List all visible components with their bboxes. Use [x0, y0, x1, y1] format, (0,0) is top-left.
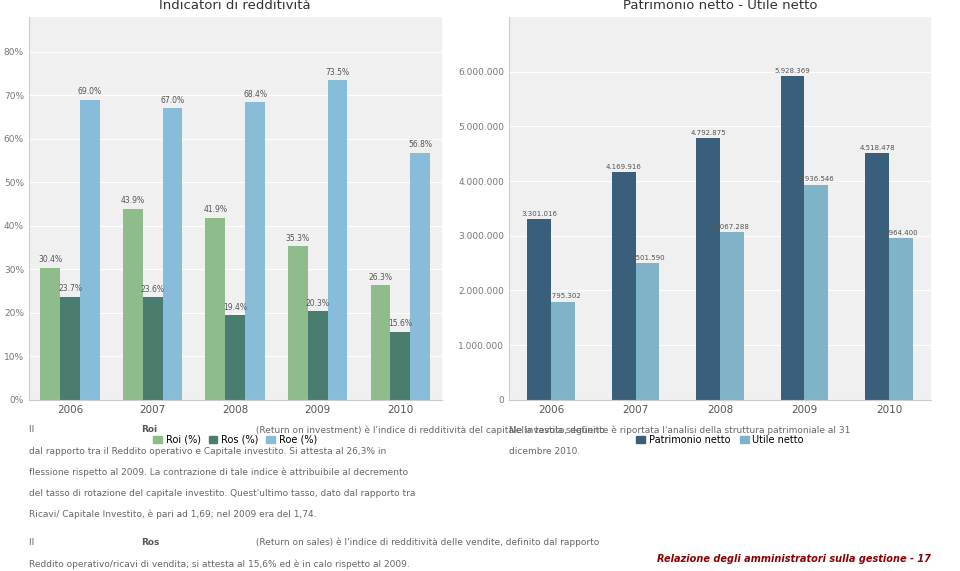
Bar	[804, 184, 828, 400]
Bar	[327, 80, 348, 400]
Text: Roi: Roi	[141, 425, 157, 435]
Text: 3.936.546: 3.936.546	[799, 176, 834, 182]
Text: (Return on sales) è l'indice di redditività delle vendite, definito dal rapporto: (Return on sales) è l'indice di redditiv…	[253, 538, 600, 548]
Title: Patrimonio netto - Utile netto: Patrimonio netto - Utile netto	[623, 0, 817, 12]
Bar	[527, 219, 551, 400]
Text: Il: Il	[29, 538, 36, 547]
Text: dicembre 2010.: dicembre 2010.	[509, 447, 580, 456]
Bar	[612, 172, 636, 400]
Text: 26.3%: 26.3%	[369, 273, 393, 282]
Text: 20.3%: 20.3%	[305, 299, 330, 308]
Text: 3.301.016: 3.301.016	[521, 211, 557, 217]
Text: 2.501.590: 2.501.590	[630, 255, 665, 261]
Bar	[410, 153, 430, 400]
Text: 1.795.302: 1.795.302	[545, 293, 581, 299]
Text: 73.5%: 73.5%	[325, 68, 349, 77]
Text: 23.6%: 23.6%	[140, 284, 165, 293]
Bar	[205, 218, 226, 400]
Text: 2.964.400: 2.964.400	[883, 230, 919, 235]
Text: 41.9%: 41.9%	[204, 205, 228, 214]
Bar	[865, 153, 889, 400]
Text: 4.518.478: 4.518.478	[859, 144, 895, 151]
Text: Reddito operativo/ricavi di vendita; si attesta al 15,6% ed è in calo rispetto a: Reddito operativo/ricavi di vendita; si …	[29, 559, 410, 569]
Text: 67.0%: 67.0%	[160, 96, 184, 105]
Text: Nella tavola seguente è riportata l'analisi della struttura patrimoniale al 31: Nella tavola seguente è riportata l'anal…	[509, 425, 851, 435]
Text: 4.792.875: 4.792.875	[690, 130, 726, 135]
Bar	[245, 102, 265, 400]
Bar	[123, 209, 143, 400]
Text: 56.8%: 56.8%	[408, 140, 432, 149]
Bar	[720, 232, 744, 400]
Text: Ricavi/ Capitale Investito, è pari ad 1,69; nel 2009 era del 1,74.: Ricavi/ Capitale Investito, è pari ad 1,…	[29, 510, 316, 520]
Bar	[80, 100, 100, 400]
Bar	[308, 311, 327, 400]
Legend: Roi (%), Ros (%), Roe (%): Roi (%), Ros (%), Roe (%)	[149, 431, 322, 448]
Text: 68.4%: 68.4%	[243, 90, 267, 99]
Text: 19.4%: 19.4%	[223, 303, 248, 312]
Bar	[551, 301, 575, 400]
Text: 23.7%: 23.7%	[58, 284, 82, 293]
Text: 3.067.288: 3.067.288	[714, 224, 750, 230]
Text: del tasso di rotazione del capitale investito. Quest'ultimo tasso, dato dal rapp: del tasso di rotazione del capitale inve…	[29, 489, 415, 498]
Title: Indicatori di redditività: Indicatori di redditività	[159, 0, 311, 12]
Text: 35.3%: 35.3%	[286, 234, 310, 243]
Text: dal rapporto tra il Reddito operativo e Capitale investito. Si attesta al 26,3% : dal rapporto tra il Reddito operativo e …	[29, 447, 386, 456]
Text: 4.169.916: 4.169.916	[606, 164, 641, 170]
Bar	[371, 286, 391, 400]
Text: 30.4%: 30.4%	[38, 255, 62, 264]
Bar	[40, 268, 60, 400]
Bar	[391, 332, 410, 400]
Legend: Patrimonio netto, Utile netto: Patrimonio netto, Utile netto	[632, 431, 808, 448]
Bar	[288, 246, 308, 400]
Bar	[696, 138, 720, 400]
Bar	[780, 76, 804, 400]
Text: (Return on investment) è l'indice di redditività del capitale investito, definit: (Return on investment) è l'indice di red…	[253, 425, 605, 435]
Text: Ros: Ros	[141, 538, 159, 547]
Text: Il: Il	[29, 425, 36, 435]
Bar	[636, 263, 660, 400]
Bar	[60, 297, 80, 400]
Text: 5.928.369: 5.928.369	[775, 67, 810, 74]
Text: 69.0%: 69.0%	[78, 87, 102, 96]
Text: 15.6%: 15.6%	[388, 319, 413, 328]
Text: Relazione degli amministratori sulla gestione - 17: Relazione degli amministratori sulla ges…	[658, 554, 931, 564]
Bar	[143, 297, 162, 400]
Bar	[162, 108, 182, 400]
Bar	[226, 315, 245, 400]
Bar	[889, 238, 913, 400]
Text: flessione rispetto al 2009. La contrazione di tale indice è attribuibile al decr: flessione rispetto al 2009. La contrazio…	[29, 468, 408, 477]
Text: 43.9%: 43.9%	[121, 196, 145, 206]
